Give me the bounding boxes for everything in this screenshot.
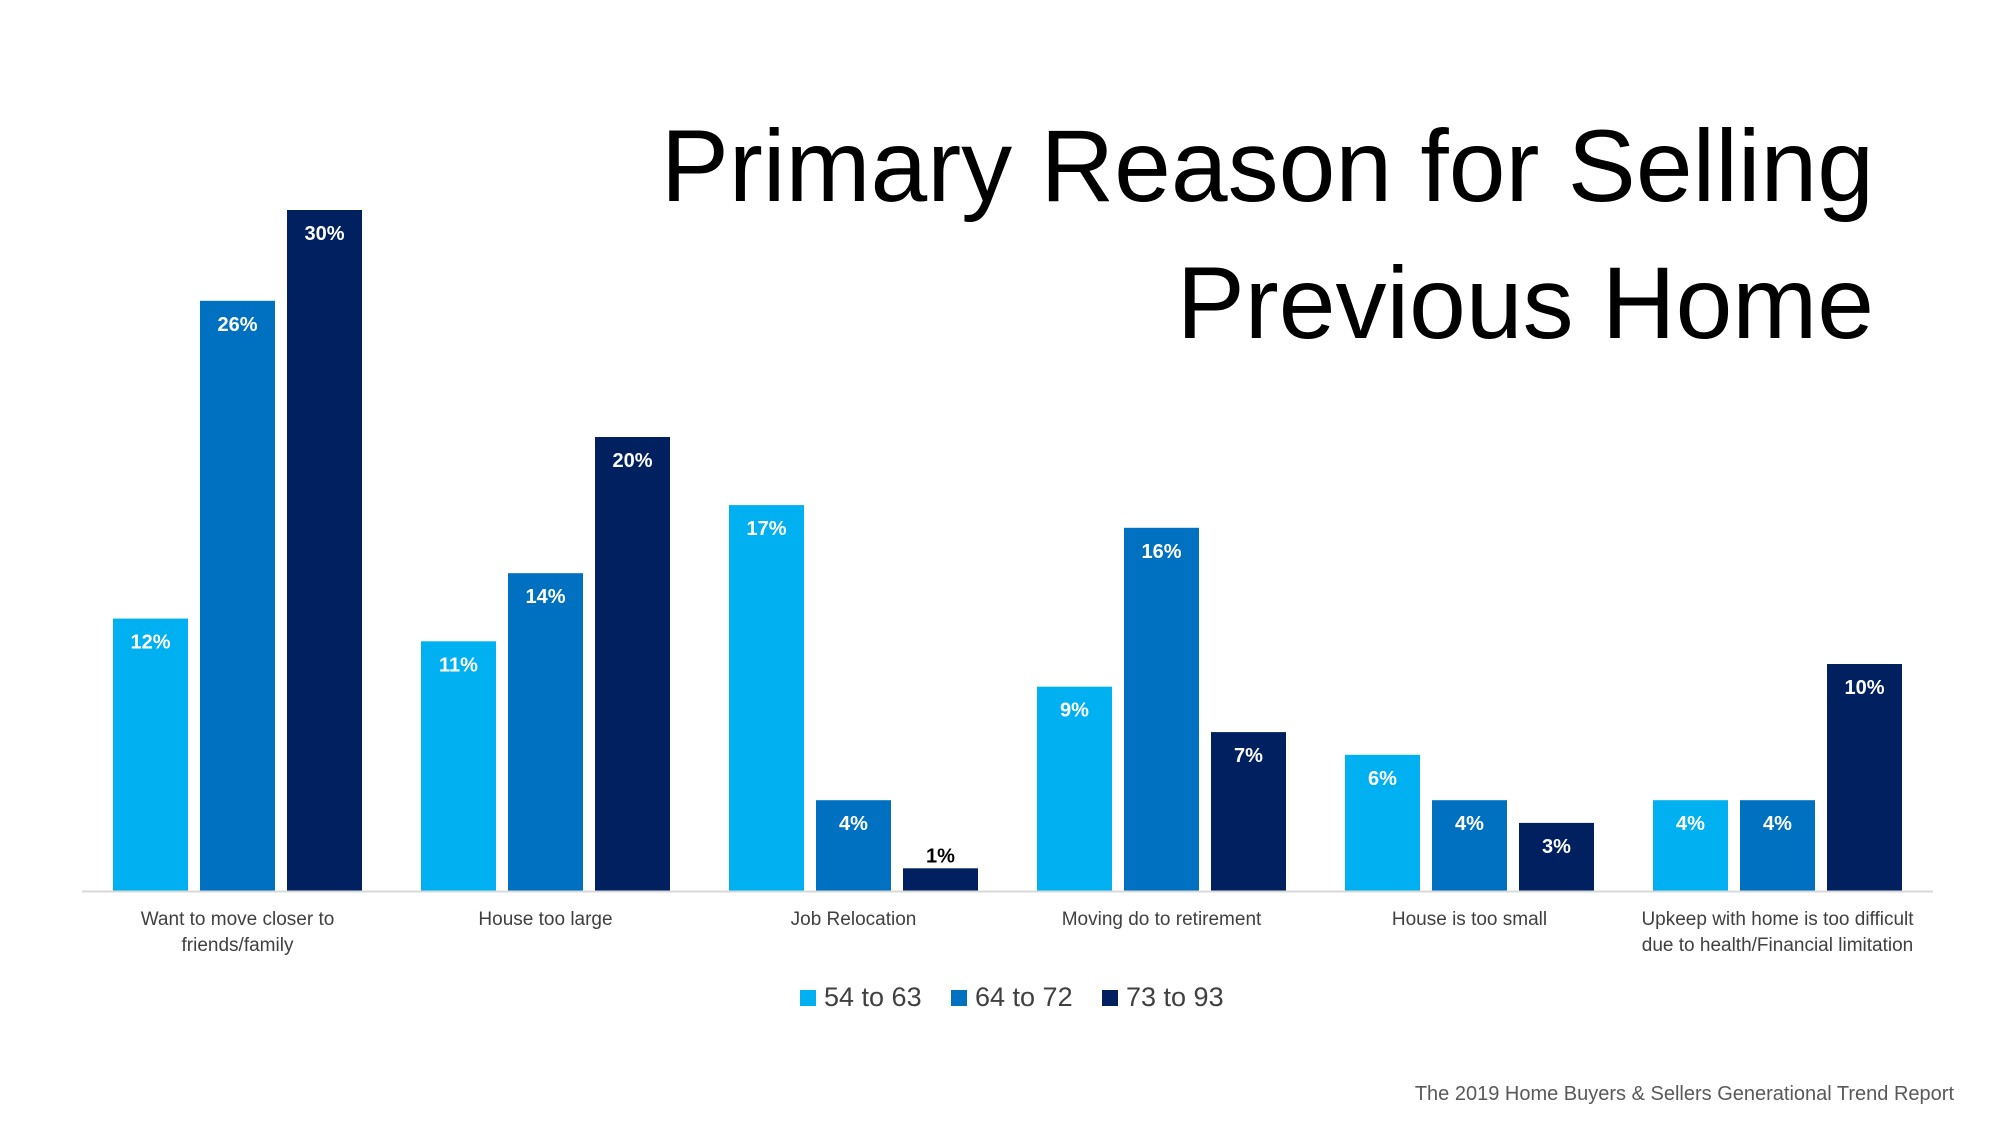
value-label-6-series-3: 10%: [1844, 677, 1884, 699]
category-labels-layer: Want to move closer to friends/family Hous…: [141, 909, 1915, 956]
value-labels-layer: 12% 26% 30% 11% 14% 20% 17% 4% 1% 9% 16% 7% 6% 4% 3% 4%…: [130, 223, 1884, 867]
value-label-5-series-3: 3%: [1542, 836, 1571, 858]
value-label-1-series-3: 30%: [304, 223, 344, 245]
category-label-4-line-1: Moving do to retirement: [1062, 909, 1262, 930]
bar-2-series-2: [508, 573, 583, 891]
bar-1-series-2: [200, 300, 275, 891]
value-label-4-series-3: 7%: [1234, 745, 1263, 767]
bar-3-series-2: [816, 800, 891, 891]
bar-1-series-1: [113, 618, 188, 891]
bar-6-series-2: [1740, 800, 1815, 891]
value-label-2-series-3: 20%: [612, 450, 652, 472]
category-label-3-line-1: Job Relocation: [791, 909, 917, 930]
bar-3-series-3: [903, 868, 978, 891]
legend-swatch-1: [800, 990, 816, 1006]
bar-1-series-3: [287, 210, 362, 891]
category-label-5-line-1: House is too small: [1392, 909, 1547, 930]
chart-title-line-1: Primary Reason for Selling: [660, 109, 1874, 223]
value-label-3-series-3: 1%: [926, 845, 955, 867]
value-label-5-series-1: 6%: [1368, 768, 1397, 790]
bar-5-series-3: [1519, 822, 1594, 891]
category-label-1-line-2: friends/family: [182, 935, 294, 956]
legend-label-3: 73 to 93: [1126, 982, 1224, 1012]
bar-3-series-1: [729, 505, 804, 891]
category-label-6-line-1: Upkeep with home is too difficult: [1641, 909, 1914, 930]
bars-layer: [113, 210, 1902, 891]
chart-title-line-2: Previous Home: [1176, 246, 1874, 360]
legend-label-1: 54 to 63: [824, 982, 922, 1012]
value-label-6-series-2: 4%: [1763, 813, 1792, 835]
category-label-6-line-2: due to health/Financial limitation: [1642, 935, 1913, 956]
value-label-6-series-1: 4%: [1676, 813, 1705, 835]
bar-6-series-1: [1653, 800, 1728, 891]
value-label-2-series-1: 11%: [439, 654, 478, 676]
bar-5-series-1: [1345, 754, 1420, 891]
bar-4-series-1: [1037, 686, 1112, 891]
category-label-2-line-1: House too large: [478, 909, 612, 930]
value-label-4-series-2: 16%: [1141, 541, 1181, 563]
bar-4-series-2: [1124, 527, 1199, 891]
bar-5-series-2: [1432, 800, 1507, 891]
bar-6-series-3: [1827, 664, 1902, 891]
bar-2-series-1: [421, 641, 496, 891]
value-label-4-series-1: 9%: [1060, 700, 1089, 722]
legend-swatch-2: [951, 990, 967, 1006]
value-label-3-series-1: 17%: [746, 518, 786, 540]
source-note: The 2019 Home Buyers & Sellers Generatio…: [1414, 1083, 1954, 1105]
bar-2-series-3: [595, 437, 670, 891]
value-label-3-series-2: 4%: [839, 813, 868, 835]
value-label-1-series-1: 12%: [130, 632, 170, 654]
legend: 54 to 63 64 to 72 73 to 93: [800, 982, 1224, 1012]
value-label-2-series-2: 14%: [525, 586, 565, 608]
bar-4-series-3: [1211, 732, 1286, 891]
category-label-1-line-1: Want to move closer to: [141, 909, 335, 930]
value-label-5-series-2: 4%: [1455, 813, 1484, 835]
legend-swatch-3: [1102, 990, 1118, 1006]
legend-label-2: 64 to 72: [975, 982, 1073, 1012]
value-label-1-series-2: 26%: [217, 314, 257, 336]
